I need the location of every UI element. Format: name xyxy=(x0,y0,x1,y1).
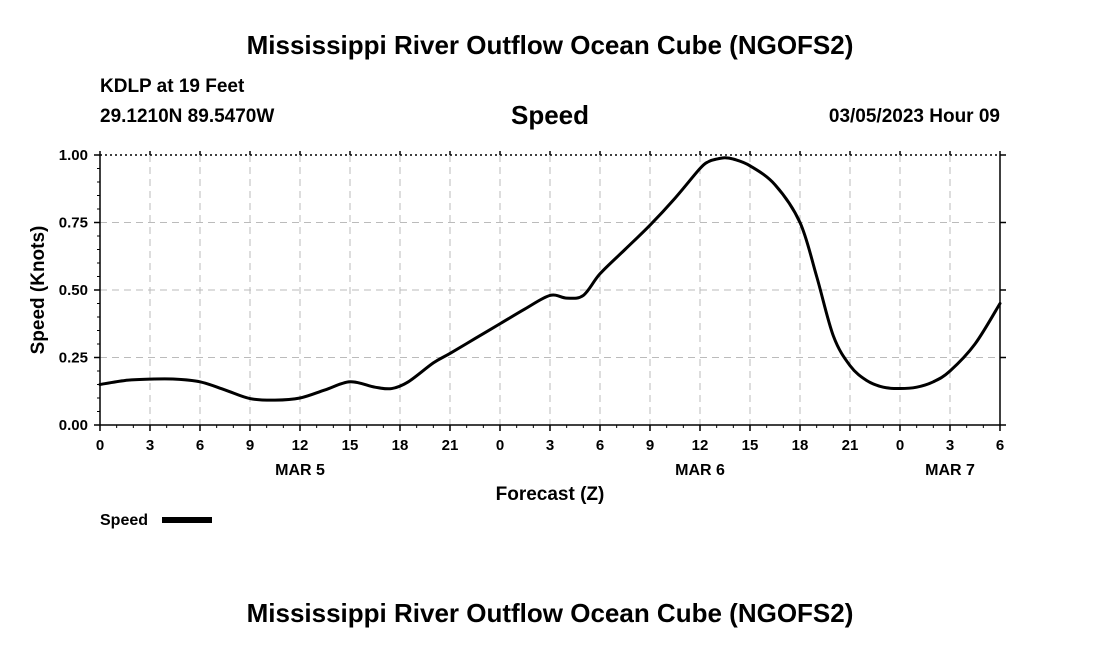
y-tick-label: 0.75 xyxy=(59,215,88,232)
x-tick-label: 9 xyxy=(646,437,654,454)
x-tick-label: 15 xyxy=(342,437,359,454)
x-tick-label: 12 xyxy=(292,437,309,454)
x-tick-label: 9 xyxy=(246,437,254,454)
figure-title-bottom: Mississippi River Outflow Ocean Cube (NG… xyxy=(246,598,854,628)
x-tick-label: 6 xyxy=(996,437,1004,454)
y-tick-label: 0.00 xyxy=(59,417,88,434)
figure-title-top: Mississippi River Outflow Ocean Cube (NG… xyxy=(246,30,854,60)
station-label: KDLP at 19 Feet xyxy=(100,76,245,97)
series-layer xyxy=(98,156,1002,402)
station-coordinates: 29.1210N 89.5470W xyxy=(100,106,275,127)
x-tick-label: 0 xyxy=(496,437,504,454)
date-label: MAR 6 xyxy=(675,462,725,479)
x-tick-label: 6 xyxy=(596,437,604,454)
x-tick-label: 15 xyxy=(742,437,759,454)
x-axis-label: Forecast (Z) xyxy=(496,484,605,505)
grid xyxy=(100,155,1000,425)
legend-label: Speed xyxy=(100,512,148,529)
y-tick-label: 1.00 xyxy=(59,147,88,164)
chart-title: Speed xyxy=(510,100,590,130)
axes: 0 3 6 9 12 15 18 21 0 3 6 9 12 15 18 21 0 3 6 0.00 0.25 0.50 0… xyxy=(59,147,1006,479)
x-tick-label: 3 xyxy=(946,437,954,454)
x-tick-label: 18 xyxy=(392,437,409,454)
date-label: MAR 7 xyxy=(925,462,975,479)
legend-swatch xyxy=(162,517,212,523)
x-tick-label: 21 xyxy=(842,437,859,454)
date-label: MAR 5 xyxy=(275,462,325,479)
x-tick-label: 0 xyxy=(896,437,904,454)
x-tick-label: 3 xyxy=(146,437,154,454)
y-tick-label: 0.25 xyxy=(59,350,88,367)
series-line-speed xyxy=(98,156,1002,402)
legend: Speed xyxy=(100,512,212,529)
x-tick-label: 0 xyxy=(96,437,104,454)
x-tick-label: 6 xyxy=(196,437,204,454)
forecast-datetime: 03/05/2023 Hour 09 xyxy=(828,106,1000,127)
x-tick-label: 12 xyxy=(692,437,709,454)
x-tick-label: 21 xyxy=(442,437,459,454)
x-tick-label: 3 xyxy=(546,437,554,454)
y-axis-label: Speed (Knots) xyxy=(28,226,49,355)
y-tick-label: 0.50 xyxy=(59,282,88,299)
x-tick-label: 18 xyxy=(792,437,809,454)
